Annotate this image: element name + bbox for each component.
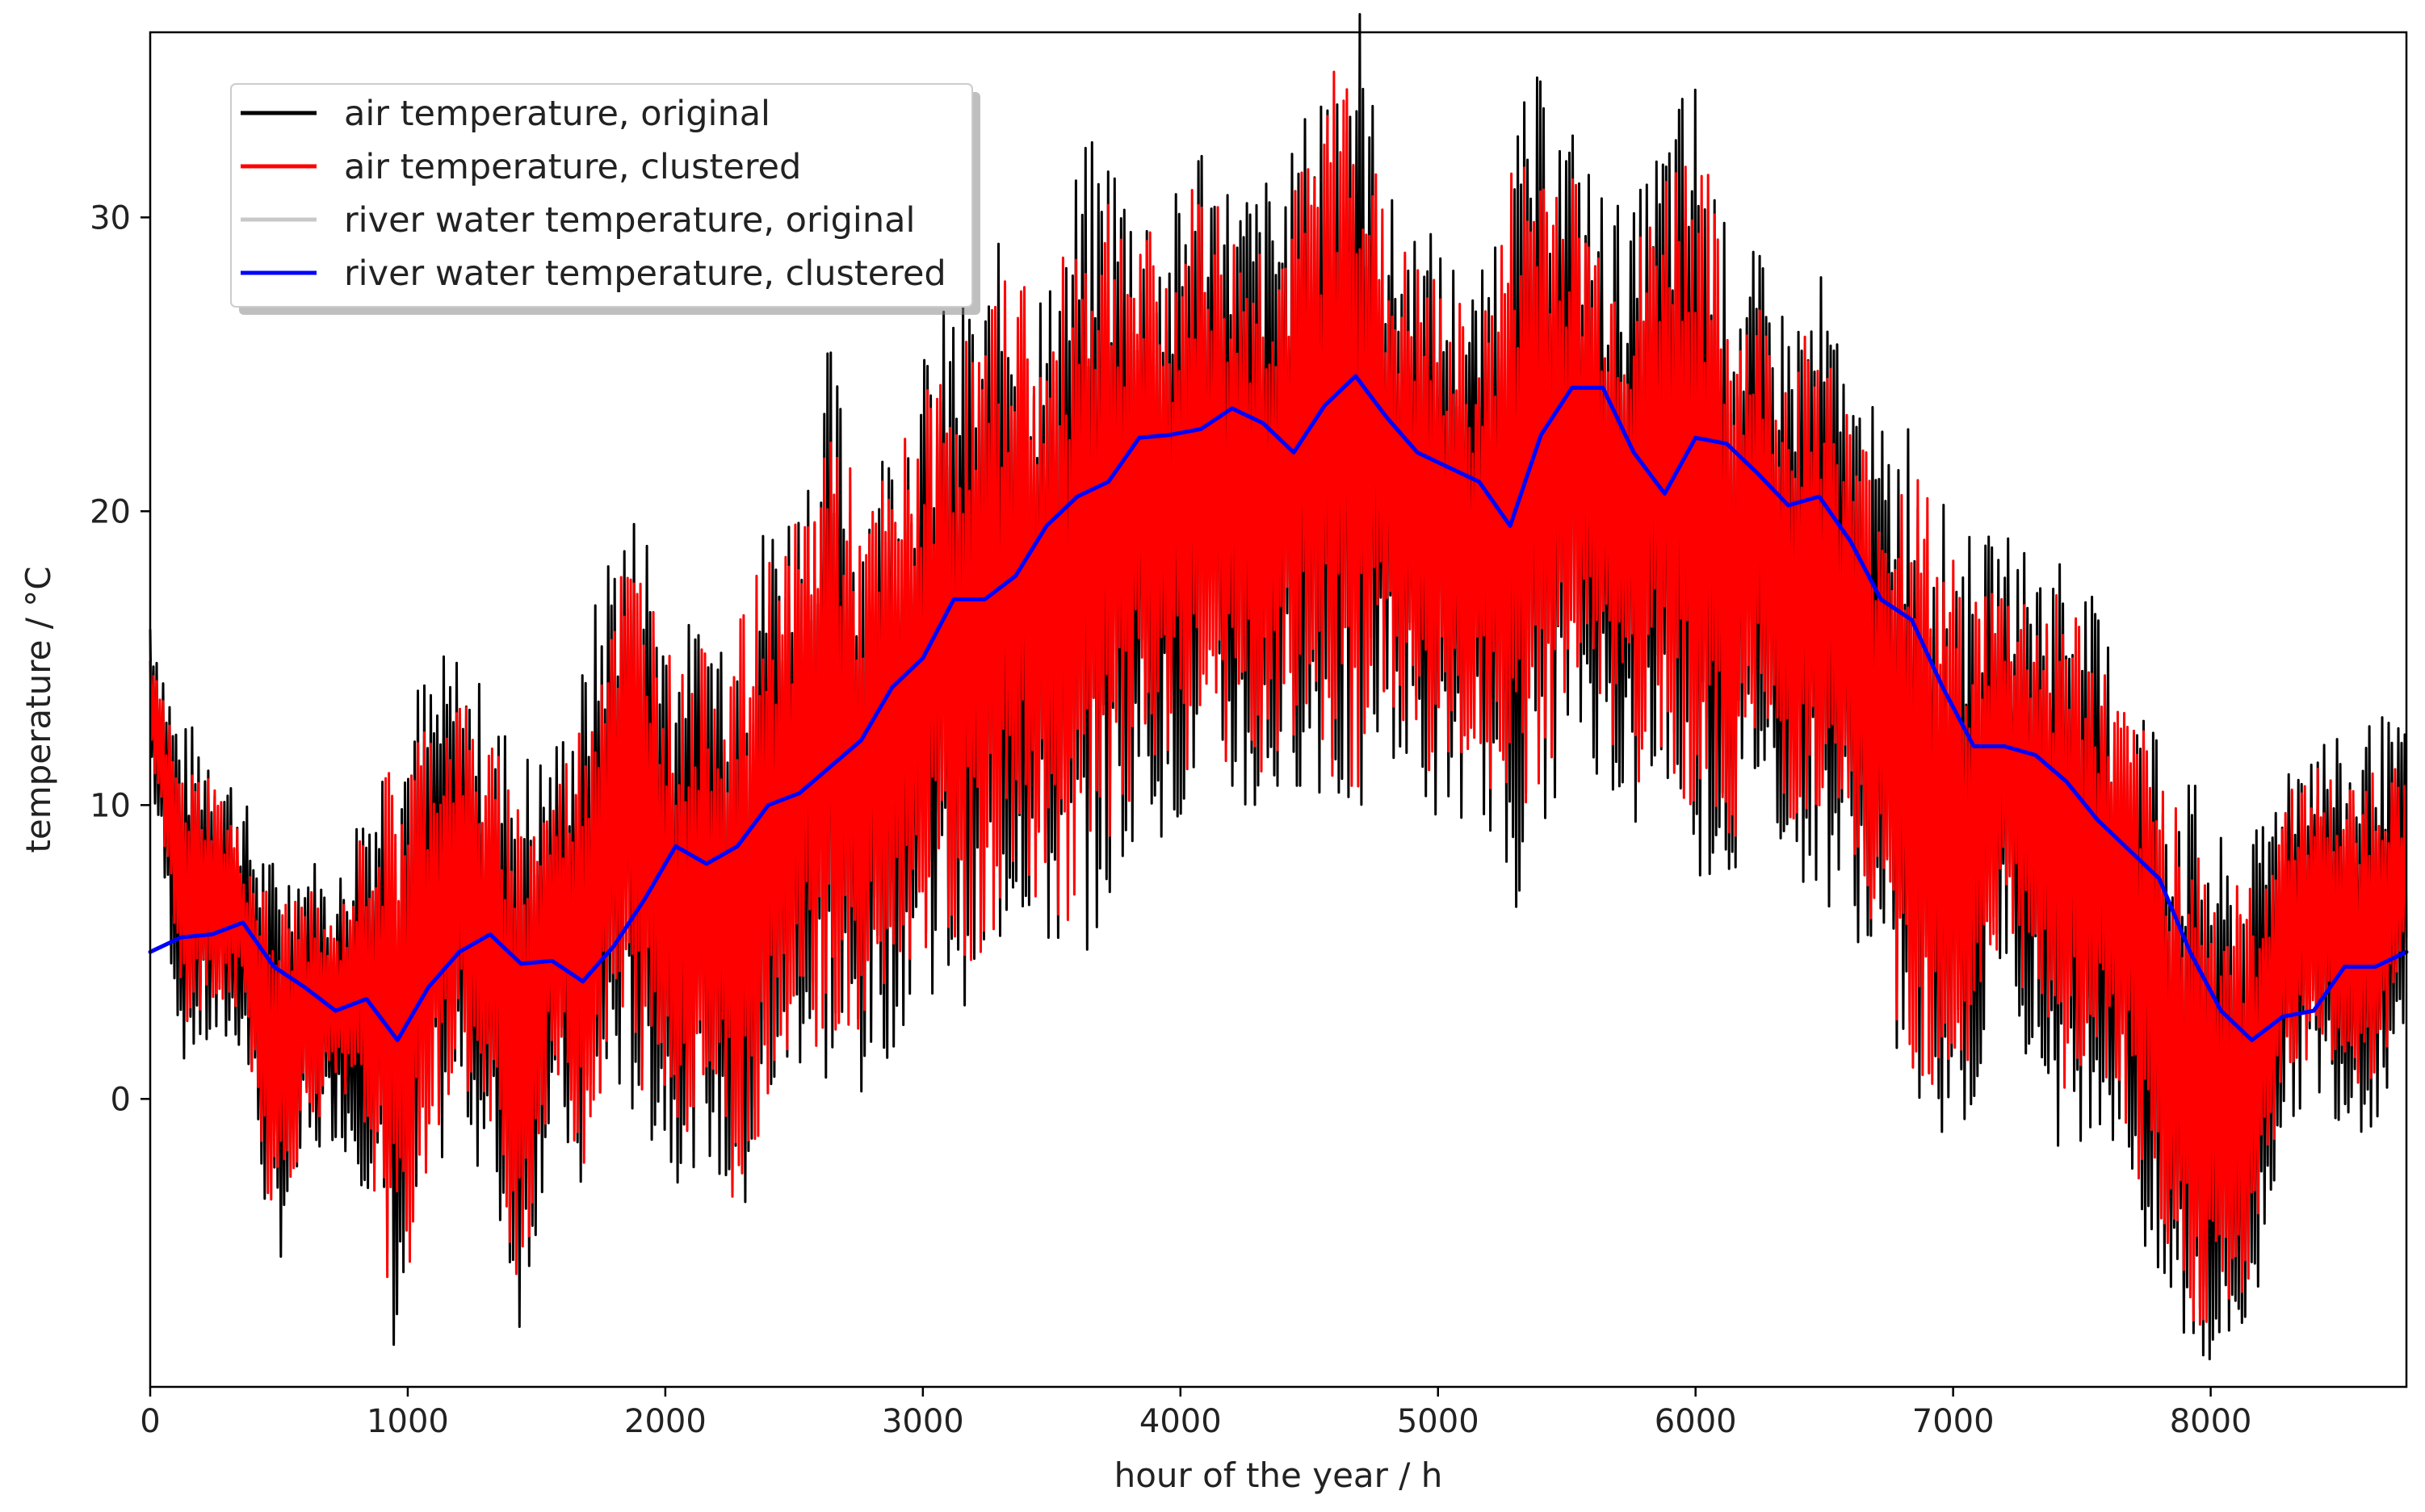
x-tick-label: 8000: [2170, 1403, 2252, 1440]
series-line-1: [149, 70, 2408, 1326]
x-tick-label: 1000: [367, 1403, 449, 1440]
x-axis-label: hour of the year / h: [1114, 1455, 1443, 1495]
plot-frame: [149, 31, 2408, 1388]
x-tick-label: 3000: [882, 1403, 964, 1440]
x-tick-label: 4000: [1139, 1403, 1222, 1440]
legend-entries: air temperature, original air temperature…: [241, 94, 946, 294]
legend: air temperature, original air temperature…: [230, 83, 980, 315]
y-tick-label: 30: [90, 199, 131, 237]
y-axis-label: temperature / °C: [19, 566, 58, 852]
legend-box: [230, 83, 973, 308]
legend-label: air temperature, original: [344, 94, 770, 134]
series-layer: [148, 13, 2409, 1361]
legend-label: river water temperature, clustered: [344, 253, 946, 294]
legend-label: air temperature, clustered: [344, 147, 801, 187]
x-tick-label: 2000: [624, 1403, 707, 1440]
x-tick-label: 0: [140, 1403, 160, 1440]
plot-area: [148, 13, 2409, 1388]
legend-label: river water temperature, original: [344, 200, 915, 241]
x-tick-label: 6000: [1655, 1403, 1737, 1440]
y-tick-label: 10: [90, 787, 131, 824]
series-line-3: [148, 374, 2409, 1042]
y-tick-label: 20: [90, 493, 131, 530]
x-tick-label: 5000: [1397, 1403, 1479, 1440]
x-tick-label: 7000: [1912, 1403, 1995, 1440]
y-axis: 0 10 20 30: [90, 199, 150, 1118]
x-axis: 0 1000 2000 3000 4000 5000 6000 7000 8000: [140, 1387, 2251, 1440]
y-tick-label: 0: [111, 1081, 131, 1118]
